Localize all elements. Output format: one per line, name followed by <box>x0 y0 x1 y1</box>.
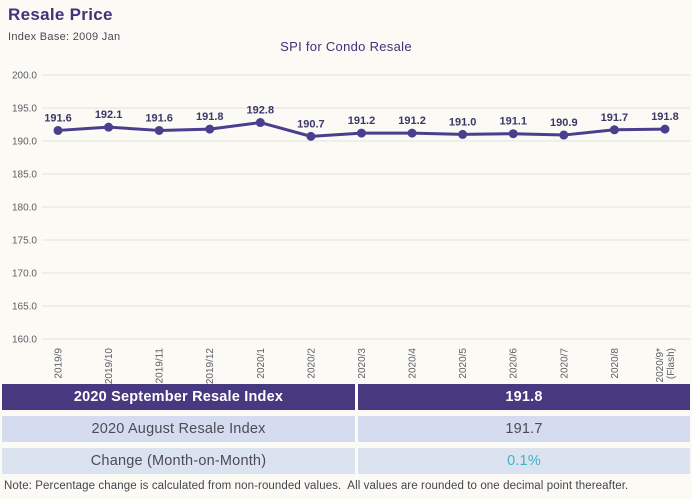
table-row-change: Change (Month-on-Month) 0.1% <box>2 448 690 474</box>
svg-text:191.0: 191.0 <box>449 116 477 128</box>
svg-text:2020/7: 2020/7 <box>559 348 570 379</box>
svg-text:175.0: 175.0 <box>12 236 37 247</box>
svg-text:2020/8: 2020/8 <box>610 348 621 379</box>
table-row-value: 0.1% <box>358 448 690 474</box>
svg-text:190.7: 190.7 <box>297 118 325 130</box>
svg-text:2020/6: 2020/6 <box>509 348 520 379</box>
svg-text:191.8: 191.8 <box>196 111 224 123</box>
table-row-value: 191.7 <box>358 416 690 442</box>
table-row-label: 2020 August Resale Index <box>2 416 355 442</box>
svg-text:2020/4: 2020/4 <box>408 348 419 379</box>
svg-text:2019/12: 2019/12 <box>205 348 216 385</box>
summary-table: 2020 September Resale Index 191.8 2020 A… <box>2 384 690 480</box>
svg-text:195.0: 195.0 <box>12 104 37 115</box>
svg-text:192.8: 192.8 <box>247 105 275 117</box>
svg-text:2019/9: 2019/9 <box>54 348 65 379</box>
svg-text:191.2: 191.2 <box>348 115 376 127</box>
resale-price-line-chart: 200.0 195.0 190.0 185.0 180.0 175.0 170.0 165.0… <box>12 71 690 385</box>
svg-text:2019/11: 2019/11 <box>155 348 166 384</box>
svg-text:160.0: 160.0 <box>12 335 37 346</box>
svg-text:190.9: 190.9 <box>550 117 578 129</box>
svg-text:191.6: 191.6 <box>145 112 173 124</box>
svg-text:191.6: 191.6 <box>44 112 72 124</box>
svg-text:2020/3: 2020/3 <box>357 348 368 379</box>
svg-text:191.7: 191.7 <box>601 112 629 124</box>
table-row-value: 191.8 <box>358 384 690 410</box>
svg-text:2020/1: 2020/1 <box>256 348 267 379</box>
page-title: Resale Price <box>8 5 113 24</box>
table-row-label: 2020 September Resale Index <box>2 384 355 410</box>
chart-title: SPI for Condo Resale <box>280 39 412 54</box>
svg-text:170.0: 170.0 <box>12 269 37 280</box>
svg-text:2019/10: 2019/10 <box>104 348 115 385</box>
svg-text:191.8: 191.8 <box>651 111 679 123</box>
svg-text:191.2: 191.2 <box>398 115 426 127</box>
table-row-label: Change (Month-on-Month) <box>2 448 355 474</box>
index-base-label: Index Base: 2009 Jan <box>8 31 121 43</box>
svg-text:2020/9*: 2020/9* <box>655 348 666 383</box>
svg-text:(Flash): (Flash) <box>666 348 677 379</box>
footnote: Note: Percentage change is calculated fr… <box>4 480 629 492</box>
table-row-september: 2020 September Resale Index 191.8 <box>2 384 690 410</box>
svg-text:185.0: 185.0 <box>12 170 37 181</box>
svg-text:192.1: 192.1 <box>95 109 123 121</box>
table-row-august: 2020 August Resale Index 191.7 <box>2 416 690 442</box>
svg-text:2020/2: 2020/2 <box>306 348 317 379</box>
svg-text:2020/5: 2020/5 <box>458 348 469 379</box>
svg-text:191.1: 191.1 <box>499 116 527 128</box>
svg-text:180.0: 180.0 <box>12 203 37 214</box>
svg-text:200.0: 200.0 <box>12 71 37 82</box>
svg-text:190.0: 190.0 <box>12 137 37 148</box>
svg-text:165.0: 165.0 <box>12 302 37 313</box>
